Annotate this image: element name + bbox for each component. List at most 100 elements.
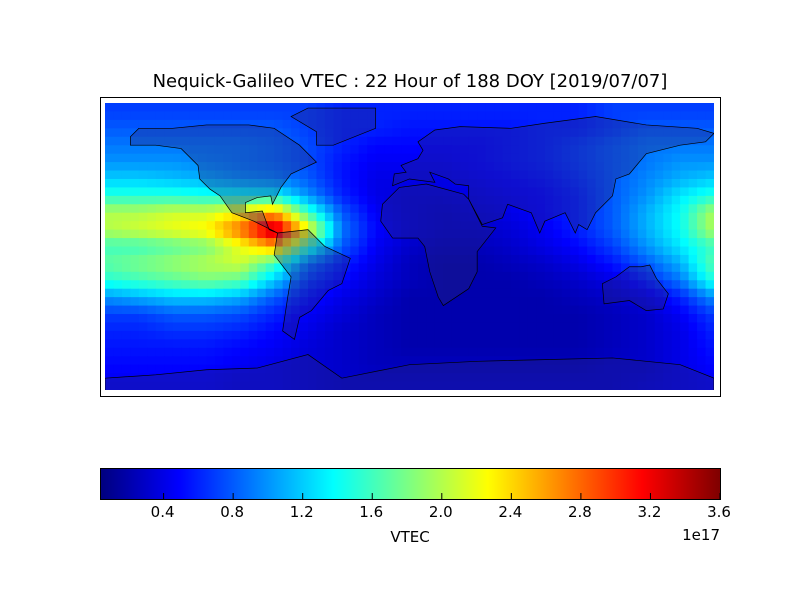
heatmap-cell — [485, 170, 495, 180]
heatmap-cell — [282, 204, 292, 214]
heatmap-cell — [189, 381, 199, 390]
heatmap-cell — [553, 330, 563, 340]
heatmap-cell — [705, 153, 714, 163]
heatmap-cell — [663, 330, 673, 340]
heatmap-cell — [333, 314, 343, 323]
heatmap-cell — [198, 263, 207, 273]
heatmap-cell — [654, 103, 664, 112]
heatmap-cell — [697, 136, 707, 146]
colorbar-segment — [561, 469, 563, 499]
heatmap-cell — [274, 246, 284, 256]
heatmap-cell — [324, 170, 334, 180]
colorbar-segment — [524, 469, 526, 499]
colorbar-segment — [511, 469, 513, 499]
heatmap-cell — [468, 162, 478, 172]
heatmap-cell — [663, 221, 673, 231]
heatmap-cell — [155, 330, 165, 340]
heatmap-cell — [367, 381, 377, 390]
heatmap-cell — [172, 128, 182, 138]
heatmap-cell — [570, 254, 580, 264]
heatmap-cell — [324, 136, 334, 146]
colorbar-segment — [568, 469, 570, 499]
heatmap-cell — [494, 339, 504, 349]
heatmap-cell — [248, 145, 258, 155]
heatmap-cell — [265, 162, 275, 172]
heatmap-cell — [248, 178, 258, 188]
heatmap-cell — [172, 136, 182, 146]
heatmap-cell — [155, 246, 165, 256]
heatmap-cell — [350, 263, 360, 273]
heatmap-cell — [257, 288, 267, 298]
heatmap-cell — [519, 238, 529, 247]
heatmap-cell — [121, 229, 131, 239]
heatmap-cell — [155, 263, 165, 273]
heatmap-cell — [155, 288, 165, 298]
heatmap-cell — [350, 111, 360, 121]
heatmap-cell — [561, 170, 571, 180]
heatmap-cell — [604, 178, 613, 188]
heatmap-cell — [527, 221, 537, 231]
heatmap-cell — [367, 271, 377, 281]
heatmap-cell — [130, 111, 140, 121]
heatmap-cell — [121, 153, 131, 163]
colorbar-segment — [326, 469, 328, 499]
colorbar-segment — [475, 469, 477, 499]
heatmap-cell — [358, 229, 368, 239]
heatmap-cell — [248, 229, 258, 239]
heatmap-cell — [130, 246, 140, 256]
heatmap-cell — [654, 305, 664, 315]
heatmap-cell — [629, 103, 639, 112]
heatmap-cell — [282, 246, 292, 256]
heatmap-cell — [697, 238, 707, 247]
heatmap-cell — [121, 314, 131, 323]
heatmap-cell — [527, 254, 537, 264]
heatmap-cell — [324, 271, 334, 281]
heatmap-cell — [646, 314, 656, 323]
heatmap-cell — [282, 187, 292, 197]
heatmap-cell — [451, 195, 461, 205]
heatmap-cell — [629, 136, 639, 146]
heatmap-cell — [384, 271, 394, 281]
colorbar-segment — [293, 469, 295, 499]
heatmap-cell — [172, 246, 182, 256]
heatmap-cell — [553, 297, 563, 307]
heatmap-cell — [231, 288, 241, 298]
colorbar-segment — [136, 469, 138, 499]
heatmap-cell — [494, 119, 504, 129]
heatmap-cell — [705, 271, 714, 281]
heatmap-cell — [477, 145, 487, 155]
colorbar-segment — [287, 469, 289, 499]
colorbar-segment — [388, 469, 390, 499]
colorbar-segment — [412, 469, 414, 499]
colorbar-segment — [455, 469, 457, 499]
heatmap-cell — [544, 153, 554, 163]
heatmap-cell — [324, 254, 334, 264]
heatmap-cell — [105, 254, 114, 264]
heatmap-cell — [527, 330, 537, 340]
heatmap-cell — [654, 356, 664, 366]
heatmap-cell — [282, 305, 292, 315]
heatmap-cell — [434, 381, 444, 390]
heatmap-cell — [460, 153, 470, 163]
heatmap-cell — [181, 330, 191, 340]
heatmap-cell — [113, 136, 123, 146]
heatmap-cell — [333, 162, 343, 172]
heatmap-cell — [587, 204, 597, 214]
heatmap-cell — [578, 373, 588, 383]
heatmap-cell — [248, 162, 258, 172]
colorbar-segment — [653, 469, 655, 499]
heatmap-cell — [688, 136, 698, 146]
heatmap-cell — [502, 195, 512, 205]
heatmap-cell — [265, 238, 275, 247]
heatmap-cell — [578, 145, 588, 155]
heatmap-cell — [367, 111, 377, 121]
heatmap-cell — [265, 153, 275, 163]
colorbar-segment — [140, 469, 142, 499]
heatmap-cell — [316, 178, 326, 188]
heatmap-cell — [697, 246, 707, 256]
heatmap-cell — [172, 347, 182, 357]
heatmap-cell — [350, 246, 360, 256]
heatmap-cell — [164, 119, 174, 129]
colorbar-segment — [597, 469, 599, 499]
heatmap-cell — [358, 153, 368, 163]
